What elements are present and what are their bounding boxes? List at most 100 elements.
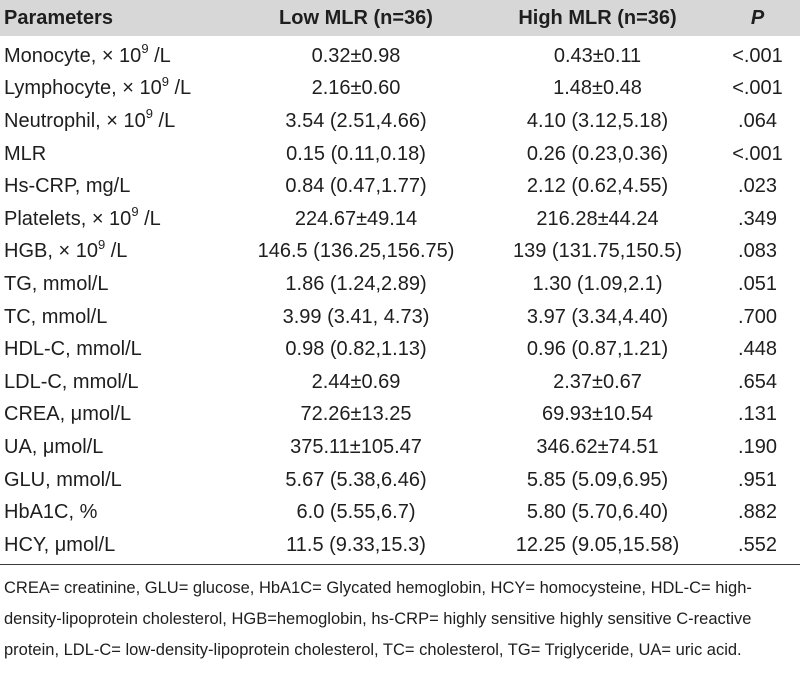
- p-value: .190: [738, 435, 777, 458]
- high-mlr-value: 69.93±10.54: [541, 403, 654, 426]
- parameter-cell: HGB, × 109 /L: [0, 238, 232, 263]
- table-row: TG, mmol/L 1.86 (1.24,2.89) 1.30 (1.09,2.1…: [0, 268, 800, 301]
- table-row: MLR 0.15 (0.11,0.18) 0.26 (0.23,0.36) <.001: [0, 138, 800, 171]
- low-mlr-value: 224.67±49.14: [294, 207, 418, 230]
- parameter-unit: /L: [138, 207, 161, 230]
- parameter-label: LDL-C, mmol/L: [4, 370, 139, 393]
- low-mlr-value: 3.99 (3.41, 4.73): [282, 305, 430, 328]
- high-mlr-value: 0.43±0.11: [553, 44, 642, 67]
- low-mlr-value: 0.84 (0.47,1.77): [285, 175, 427, 198]
- parameter-cell: LDL-C, mmol/L: [0, 371, 232, 394]
- p-value: .448: [738, 338, 777, 361]
- parameter-label: Neutrophil, × 10: [4, 109, 146, 132]
- table-row: Monocyte, × 109 /L 0.32±0.98 0.43±0.11 <.00…: [0, 40, 800, 73]
- table-row: Hs-CRP, mg/L 0.84 (0.47,1.77) 2.12 (0.62,4…: [0, 170, 800, 203]
- table-row: LDL-C, mmol/L 2.44±0.69 2.37±0.67 .654: [0, 366, 800, 399]
- parameter-cell: HbA1C, %: [0, 501, 232, 524]
- p-value: .083: [738, 240, 777, 263]
- parameter-label: TC, mmol/L: [4, 305, 108, 328]
- data-table: Parameters Low MLR (n=36) High MLR (n=36…: [0, 0, 800, 565]
- p-value: .654: [738, 370, 777, 393]
- parameter-label: Lymphocyte, × 10: [4, 77, 162, 100]
- parameter-label: Platelets, × 10: [4, 207, 132, 230]
- p-value: <.001: [732, 44, 783, 67]
- parameter-unit: /L: [153, 109, 176, 132]
- p-value: .951: [738, 468, 777, 491]
- parameter-label: HbA1C, %: [4, 501, 98, 524]
- low-mlr-value: 0.98 (0.82,1.13): [285, 338, 427, 361]
- high-mlr-value: 346.62±74.51: [536, 435, 659, 458]
- low-mlr-value: 3.54 (2.51,4.66): [285, 109, 427, 132]
- high-mlr-value: 139 (131.75,150.5): [512, 240, 683, 263]
- table-row: HDL-C, mmol/L 0.98 (0.82,1.13) 0.96 (0.87,…: [0, 333, 800, 366]
- header-parameters: Parameters: [4, 6, 113, 29]
- high-mlr-value: 12.25 (9.05,15.58): [515, 533, 680, 556]
- low-mlr-value: 0.32±0.98: [311, 44, 401, 67]
- parameter-cell: HCY, μmol/L: [0, 534, 232, 557]
- table-row: Lymphocyte, × 109 /L 2.16±0.60 1.48±0.48 <.…: [0, 73, 800, 106]
- parameter-cell: Lymphocyte, × 109 /L: [0, 75, 232, 100]
- parameter-label: TG, mmol/L: [4, 272, 109, 295]
- p-value: .552: [738, 533, 777, 556]
- parameter-exponent: 9: [145, 106, 153, 122]
- table-header-row: Parameters Low MLR (n=36) High MLR (n=36…: [0, 0, 800, 36]
- p-value: .882: [738, 501, 777, 524]
- table-row: TC, mmol/L 3.99 (3.41, 4.73) 3.97 (3.34,4.…: [0, 301, 800, 334]
- parameter-cell: TG, mmol/L: [0, 273, 232, 296]
- p-value: .051: [738, 272, 777, 295]
- low-mlr-value: 375.11±105.47: [290, 435, 422, 458]
- low-mlr-value: 5.67 (5.38,6.46): [285, 468, 427, 491]
- header-p-value: P: [750, 6, 765, 29]
- high-mlr-value: 0.96 (0.87,1.21): [526, 338, 669, 361]
- parameter-cell: HDL-C, mmol/L: [0, 338, 232, 361]
- p-value: <.001: [732, 142, 783, 165]
- high-mlr-value: 1.48±0.48: [553, 77, 642, 100]
- parameter-unit: /L: [168, 77, 192, 100]
- parameter-cell: Monocyte, × 109 /L: [0, 42, 232, 68]
- high-mlr-value: 5.80 (5.70,6.40): [526, 501, 669, 524]
- high-mlr-value: 3.97 (3.34,4.40): [526, 305, 669, 328]
- high-mlr-value: 1.30 (1.09,2.1): [532, 272, 663, 295]
- p-value: .700: [738, 305, 777, 328]
- table-row: UA, μmol/L 375.11±105.47 346.62±74.51 .190: [0, 431, 800, 464]
- table-row: Platelets, × 109 /L 224.67±49.14 216.28±44…: [0, 203, 800, 236]
- table-row: Neutrophil, × 109 /L 3.54 (2.51,4.66) 4.10…: [0, 105, 800, 138]
- parameter-label: Monocyte, × 10: [4, 44, 142, 67]
- low-mlr-value: 146.5 (136.25,156.75): [257, 240, 455, 263]
- low-mlr-value: 2.16±0.60: [311, 77, 401, 100]
- low-mlr-value: 0.15 (0.11,0.18): [286, 142, 426, 165]
- low-mlr-value: 72.26±13.25: [300, 403, 412, 426]
- table-body: Monocyte, × 109 /L 0.32±0.98 0.43±0.11 <.00…: [0, 36, 800, 562]
- p-value: .131: [738, 403, 777, 426]
- parameter-label: HGB, × 10: [4, 240, 98, 263]
- high-mlr-value: 0.26 (0.23,0.36): [526, 142, 669, 165]
- p-value: .349: [738, 207, 777, 230]
- table-bottom-rule: [0, 563, 800, 565]
- parameter-cell: Hs-CRP, mg/L: [0, 175, 232, 198]
- parameter-cell: MLR: [0, 143, 232, 166]
- table-footnote: CREA= creatinine, GLU= glucose, HbA1C= G…: [4, 578, 752, 659]
- parameter-label: MLR: [4, 142, 47, 165]
- high-mlr-value: 2.37±0.67: [553, 370, 642, 393]
- parameter-cell: CREA, μmol/L: [0, 403, 232, 426]
- low-mlr-value: 2.44±0.69: [311, 370, 401, 393]
- low-mlr-value: 6.0 (5.55,6.7): [296, 501, 416, 524]
- table-row: HGB, × 109 /L 146.5 (136.25,156.75) 139 (1…: [0, 236, 800, 269]
- parameter-label: Hs-CRP, mg/L: [4, 175, 131, 198]
- parameter-cell: UA, μmol/L: [0, 436, 232, 459]
- high-mlr-value: 5.85 (5.09,6.95): [526, 468, 669, 491]
- p-value: .064: [738, 109, 777, 132]
- parameter-unit: /L: [148, 44, 171, 67]
- table-row: CREA, μmol/L 72.26±13.25 69.93±10.54 .131: [0, 399, 800, 432]
- parameter-label: HCY, μmol/L: [4, 533, 116, 556]
- parameter-label: UA, μmol/L: [4, 435, 104, 458]
- parameter-label: CREA, μmol/L: [4, 403, 132, 426]
- parameter-label: HDL-C, mmol/L: [4, 338, 142, 361]
- parameter-exponent: 9: [131, 204, 139, 220]
- high-mlr-value: 216.28±44.24: [536, 207, 659, 230]
- parameter-unit: /L: [105, 240, 128, 263]
- low-mlr-value: 11.5 (9.33,15.3): [286, 533, 426, 556]
- low-mlr-value: 1.86 (1.24,2.89): [285, 272, 427, 295]
- parameter-cell: TC, mmol/L: [0, 306, 232, 329]
- parameter-cell: GLU, mmol/L: [0, 469, 232, 492]
